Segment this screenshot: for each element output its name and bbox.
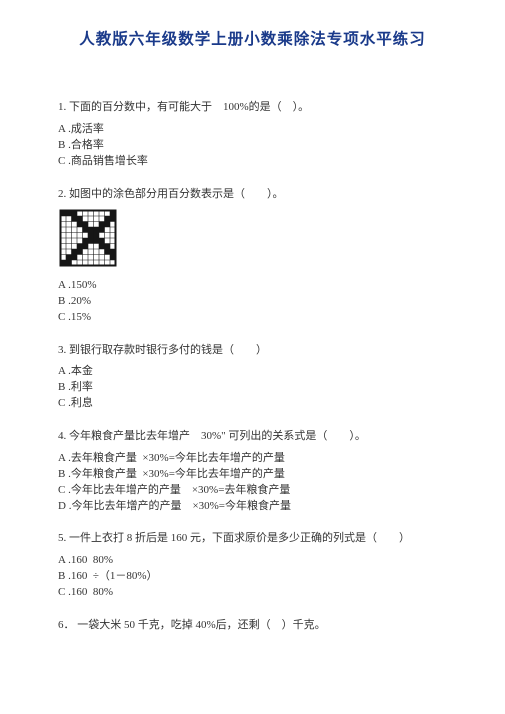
q1-text: 下面的百分数中，有可能大于 100%的是（ ）。 [69, 101, 309, 113]
q3-option-c: C .利息 [58, 396, 447, 412]
q1-option-a: A .成活率 [58, 122, 447, 138]
question-2-figure [58, 208, 447, 268]
q3-number: 3. [58, 344, 66, 356]
q2-number: 2. [58, 188, 66, 200]
q6-text: 一袋大米 50 千克，吃掉 40%后，还剩（ ）千克。 [77, 619, 325, 631]
shaded-grid-image [58, 208, 118, 268]
q5-option-a: A .160 80% [58, 553, 447, 569]
q4-option-b: B .今年粮食产量 ×30%=今年比去年增产的产量 [58, 467, 447, 483]
q4-option-a: A .去年粮食产量 ×30%=今年比去年增产的产量 [58, 451, 447, 467]
q3-option-b: B .利率 [58, 380, 447, 396]
q4-text: 今年粮食产量比去年增产 30%" 可列出的关系式是（ ）。 [69, 430, 366, 442]
q2-option-b: B .20% [58, 294, 447, 310]
q4-option-d: D .今年比去年增产的产量 ×30%=今年粮食产量 [58, 499, 447, 515]
q2-option-c: C .15% [58, 310, 447, 326]
question-1-stem: 1. 下面的百分数中，有可能大于 100%的是（ ）。 [58, 99, 447, 116]
question-4-options: A .去年粮食产量 ×30%=今年比去年增产的产量 B .今年粮食产量 ×30%… [58, 451, 447, 515]
q2-option-a: A .150% [58, 278, 447, 294]
q2-text: 如图中的涂色部分用百分数表示是（ ）。 [69, 188, 284, 200]
q4-number: 4. [58, 430, 66, 442]
q3-option-a: A .本金 [58, 364, 447, 380]
question-5: 5. 一件上衣打 8 折后是 160 元，下面求原价是多少正确的列式是（ ） A… [58, 530, 447, 600]
question-3-options: A .本金 B .利率 C .利息 [58, 364, 447, 412]
question-4: 4. 今年粮食产量比去年增产 30%" 可列出的关系式是（ ）。 A .去年粮食… [58, 428, 447, 514]
q1-number: 1. [58, 101, 66, 113]
q1-option-c: C .商品销售增长率 [58, 154, 447, 170]
q5-number: 5. [58, 532, 66, 544]
question-3: 3. 到银行取存款时银行多付的钱是（ ） A .本金 B .利率 C .利息 [58, 342, 447, 412]
question-2-options: A .150% B .20% C .15% [58, 278, 447, 326]
question-3-stem: 3. 到银行取存款时银行多付的钱是（ ） [58, 342, 447, 359]
q1-option-b: B .合格率 [58, 138, 447, 154]
question-6: 6． 一袋大米 50 千克，吃掉 40%后，还剩（ ）千克。 [58, 617, 447, 634]
question-4-stem: 4. 今年粮食产量比去年增产 30%" 可列出的关系式是（ ）。 [58, 428, 447, 445]
question-2: 2. 如图中的涂色部分用百分数表示是（ ）。 A .150% B .20% C … [58, 186, 447, 326]
question-2-stem: 2. 如图中的涂色部分用百分数表示是（ ）。 [58, 186, 447, 203]
q6-number: 6． [58, 619, 75, 631]
question-1-options: A .成活率 B .合格率 C .商品销售增长率 [58, 122, 447, 170]
q3-text: 到银行取存款时银行多付的钱是（ ） [69, 344, 267, 356]
question-5-stem: 5. 一件上衣打 8 折后是 160 元，下面求原价是多少正确的列式是（ ） [58, 530, 447, 547]
question-6-stem: 6． 一袋大米 50 千克，吃掉 40%后，还剩（ ）千克。 [58, 617, 447, 634]
q4-option-c: C .今年比去年增产的产量 ×30%=去年粮食产量 [58, 483, 447, 499]
page-title: 人教版六年级数学上册小数乘除法专项水平练习 [58, 28, 447, 51]
question-1: 1. 下面的百分数中，有可能大于 100%的是（ ）。 A .成活率 B .合格… [58, 99, 447, 169]
question-5-options: A .160 80% B .160 ÷（1－80%） C .160 80% [58, 553, 447, 601]
q5-option-c: C .160 80% [58, 585, 447, 601]
q5-text: 一件上衣打 8 折后是 160 元，下面求原价是多少正确的列式是（ ） [69, 532, 410, 544]
q5-option-b: B .160 ÷（1－80%） [58, 569, 447, 585]
